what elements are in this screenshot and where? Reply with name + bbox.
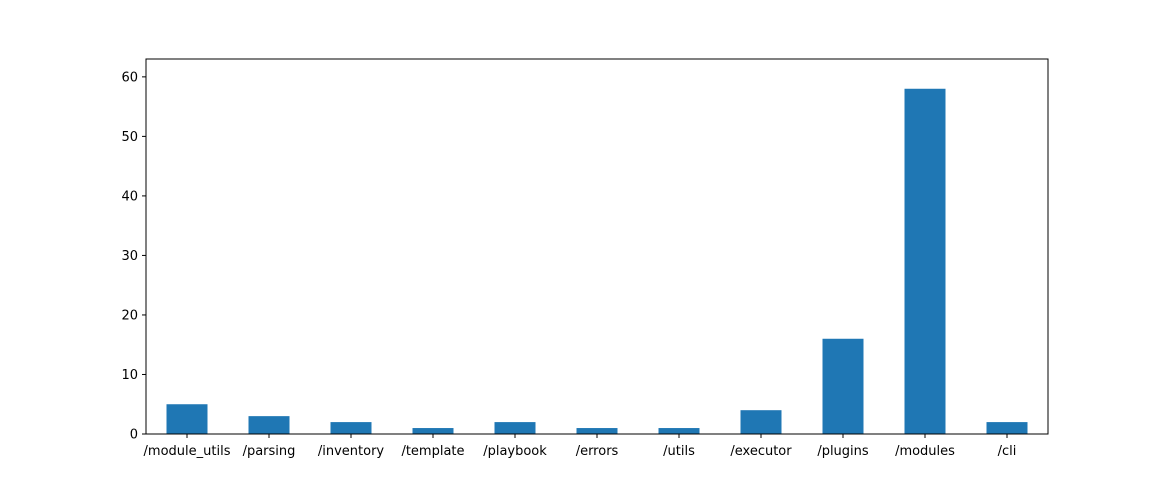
bar-template <box>412 428 454 434</box>
x-tick-label: /inventory <box>318 444 385 459</box>
bar-cli <box>986 422 1028 434</box>
plot-frame <box>145 58 1049 435</box>
x-tick-label: /utils <box>663 444 695 459</box>
x-tick-label: /errors <box>576 444 619 459</box>
x-tick-label: /modules <box>895 444 955 459</box>
x-tick-label: /template <box>401 444 464 459</box>
bar-executor <box>740 410 782 434</box>
y-axis: 0 10 20 30 40 50 60 <box>121 70 146 443</box>
bar-module-utils <box>166 404 208 434</box>
x-tick-label: /executor <box>730 444 792 459</box>
x-axis: /module_utils/parsing/inventory/template… <box>144 434 1017 459</box>
bar-inventory <box>330 422 372 434</box>
y-tick-label: 0 <box>130 428 138 443</box>
x-tick-label: /plugins <box>817 444 869 459</box>
y-tick-label: 30 <box>121 249 138 264</box>
bar-errors <box>576 428 618 434</box>
bars-group <box>166 88 1028 434</box>
bar-modules <box>904 88 946 434</box>
bar-parsing <box>248 416 290 434</box>
x-tick-label: /parsing <box>243 444 296 459</box>
bar-playbook <box>494 422 536 434</box>
x-tick-label: /module_utils <box>144 444 231 459</box>
y-tick-label: 60 <box>121 70 138 85</box>
y-tick-label: 20 <box>121 308 138 323</box>
x-tick-label: /cli <box>998 444 1017 459</box>
y-tick-label: 10 <box>121 368 138 383</box>
x-tick-label: /playbook <box>483 444 547 459</box>
y-tick-label: 50 <box>121 130 138 145</box>
bar-plugins <box>822 338 864 434</box>
y-tick-label: 40 <box>121 189 138 204</box>
bar-utils <box>658 428 700 434</box>
